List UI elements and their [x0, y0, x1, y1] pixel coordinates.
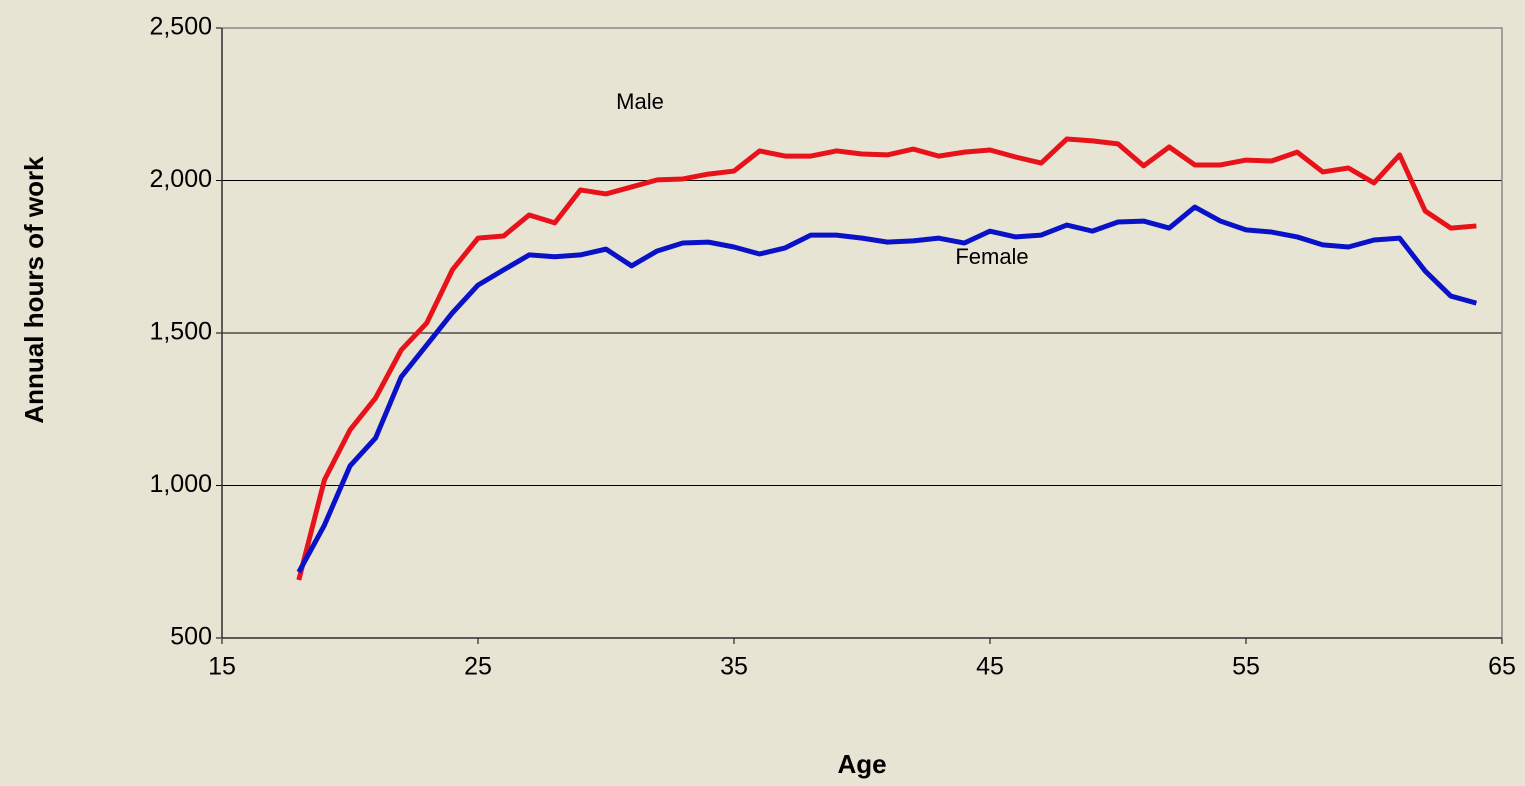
y-tick-label: 2,500 — [149, 13, 212, 41]
x-tick-label: 65 — [1488, 653, 1516, 681]
y-tick-label: 1,000 — [149, 470, 212, 498]
x-tick-label: 15 — [208, 653, 236, 681]
x-tick-label: 35 — [720, 653, 748, 681]
line-series — [296, 204, 1478, 574]
x-axis-label: Age — [837, 749, 886, 779]
series-label: Male — [616, 89, 664, 114]
x-tick-label: 45 — [976, 653, 1004, 681]
series-label: Female — [955, 244, 1028, 269]
y-tick-label: 1,500 — [149, 318, 212, 346]
line-series — [296, 136, 1477, 581]
x-tick-label: 55 — [1232, 653, 1260, 681]
x-tick-label: 25 — [464, 653, 492, 681]
y-tick-label: 2,000 — [149, 165, 212, 193]
y-tick-label: 500 — [170, 623, 212, 651]
y-axis-label: Annual hours of work — [19, 156, 49, 424]
